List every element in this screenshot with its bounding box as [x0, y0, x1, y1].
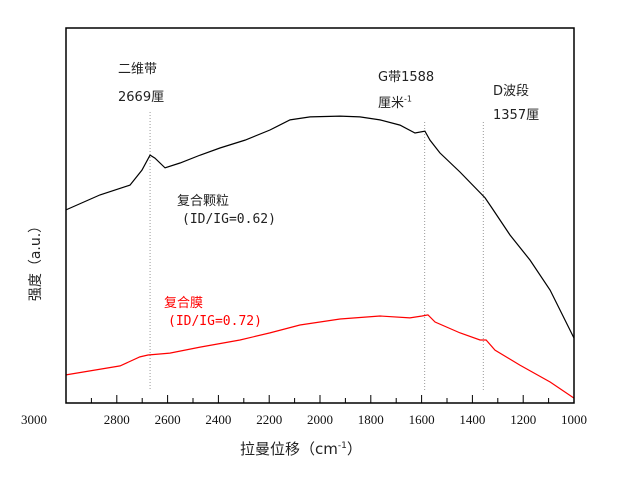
x-tick-label-1800: 1800	[358, 412, 384, 427]
annotation-g-band-unit: 厘米-1	[378, 94, 412, 111]
legend-film-name: 复合膜	[164, 296, 204, 311]
x-tick-label-1600: 1600	[409, 412, 435, 427]
series-line-particle	[65, 115, 575, 339]
x-axis-label: 拉曼位移（cm-1）	[240, 440, 362, 458]
annotation-2d-band-value: 2669厘	[118, 90, 165, 105]
legend-particle-name: 复合颗粒	[177, 194, 230, 209]
x-tick-label-2400: 2400	[205, 412, 231, 427]
x-tick-label-2200: 2200	[256, 412, 282, 427]
legend-film-ratio: (ID/IG=0.72)	[168, 314, 262, 329]
annotation-d-band-title: D波段	[493, 84, 530, 99]
annotation-2d-band-title: 二维带	[118, 62, 158, 77]
y-axis-label: 强度（a.u.）	[28, 218, 45, 302]
x-tick-label-1000: 1000	[561, 412, 587, 427]
x-tick-label-1200: 1200	[510, 412, 536, 427]
annotation-g-band-title: G带1588	[378, 70, 435, 85]
x-tick-label-2600: 2600	[155, 412, 181, 427]
annotation-d-band-value: 1357厘	[493, 108, 540, 123]
legend-particle-ratio: (ID/IG=0.62)	[182, 212, 276, 227]
x-tick-label-2000: 2000	[307, 412, 333, 427]
x-tick-label-2800: 2800	[104, 412, 130, 427]
series-line-film	[65, 314, 575, 399]
x-tick-label-3000: 3000	[21, 412, 47, 427]
x-tick-label-1400: 1400	[459, 412, 485, 427]
